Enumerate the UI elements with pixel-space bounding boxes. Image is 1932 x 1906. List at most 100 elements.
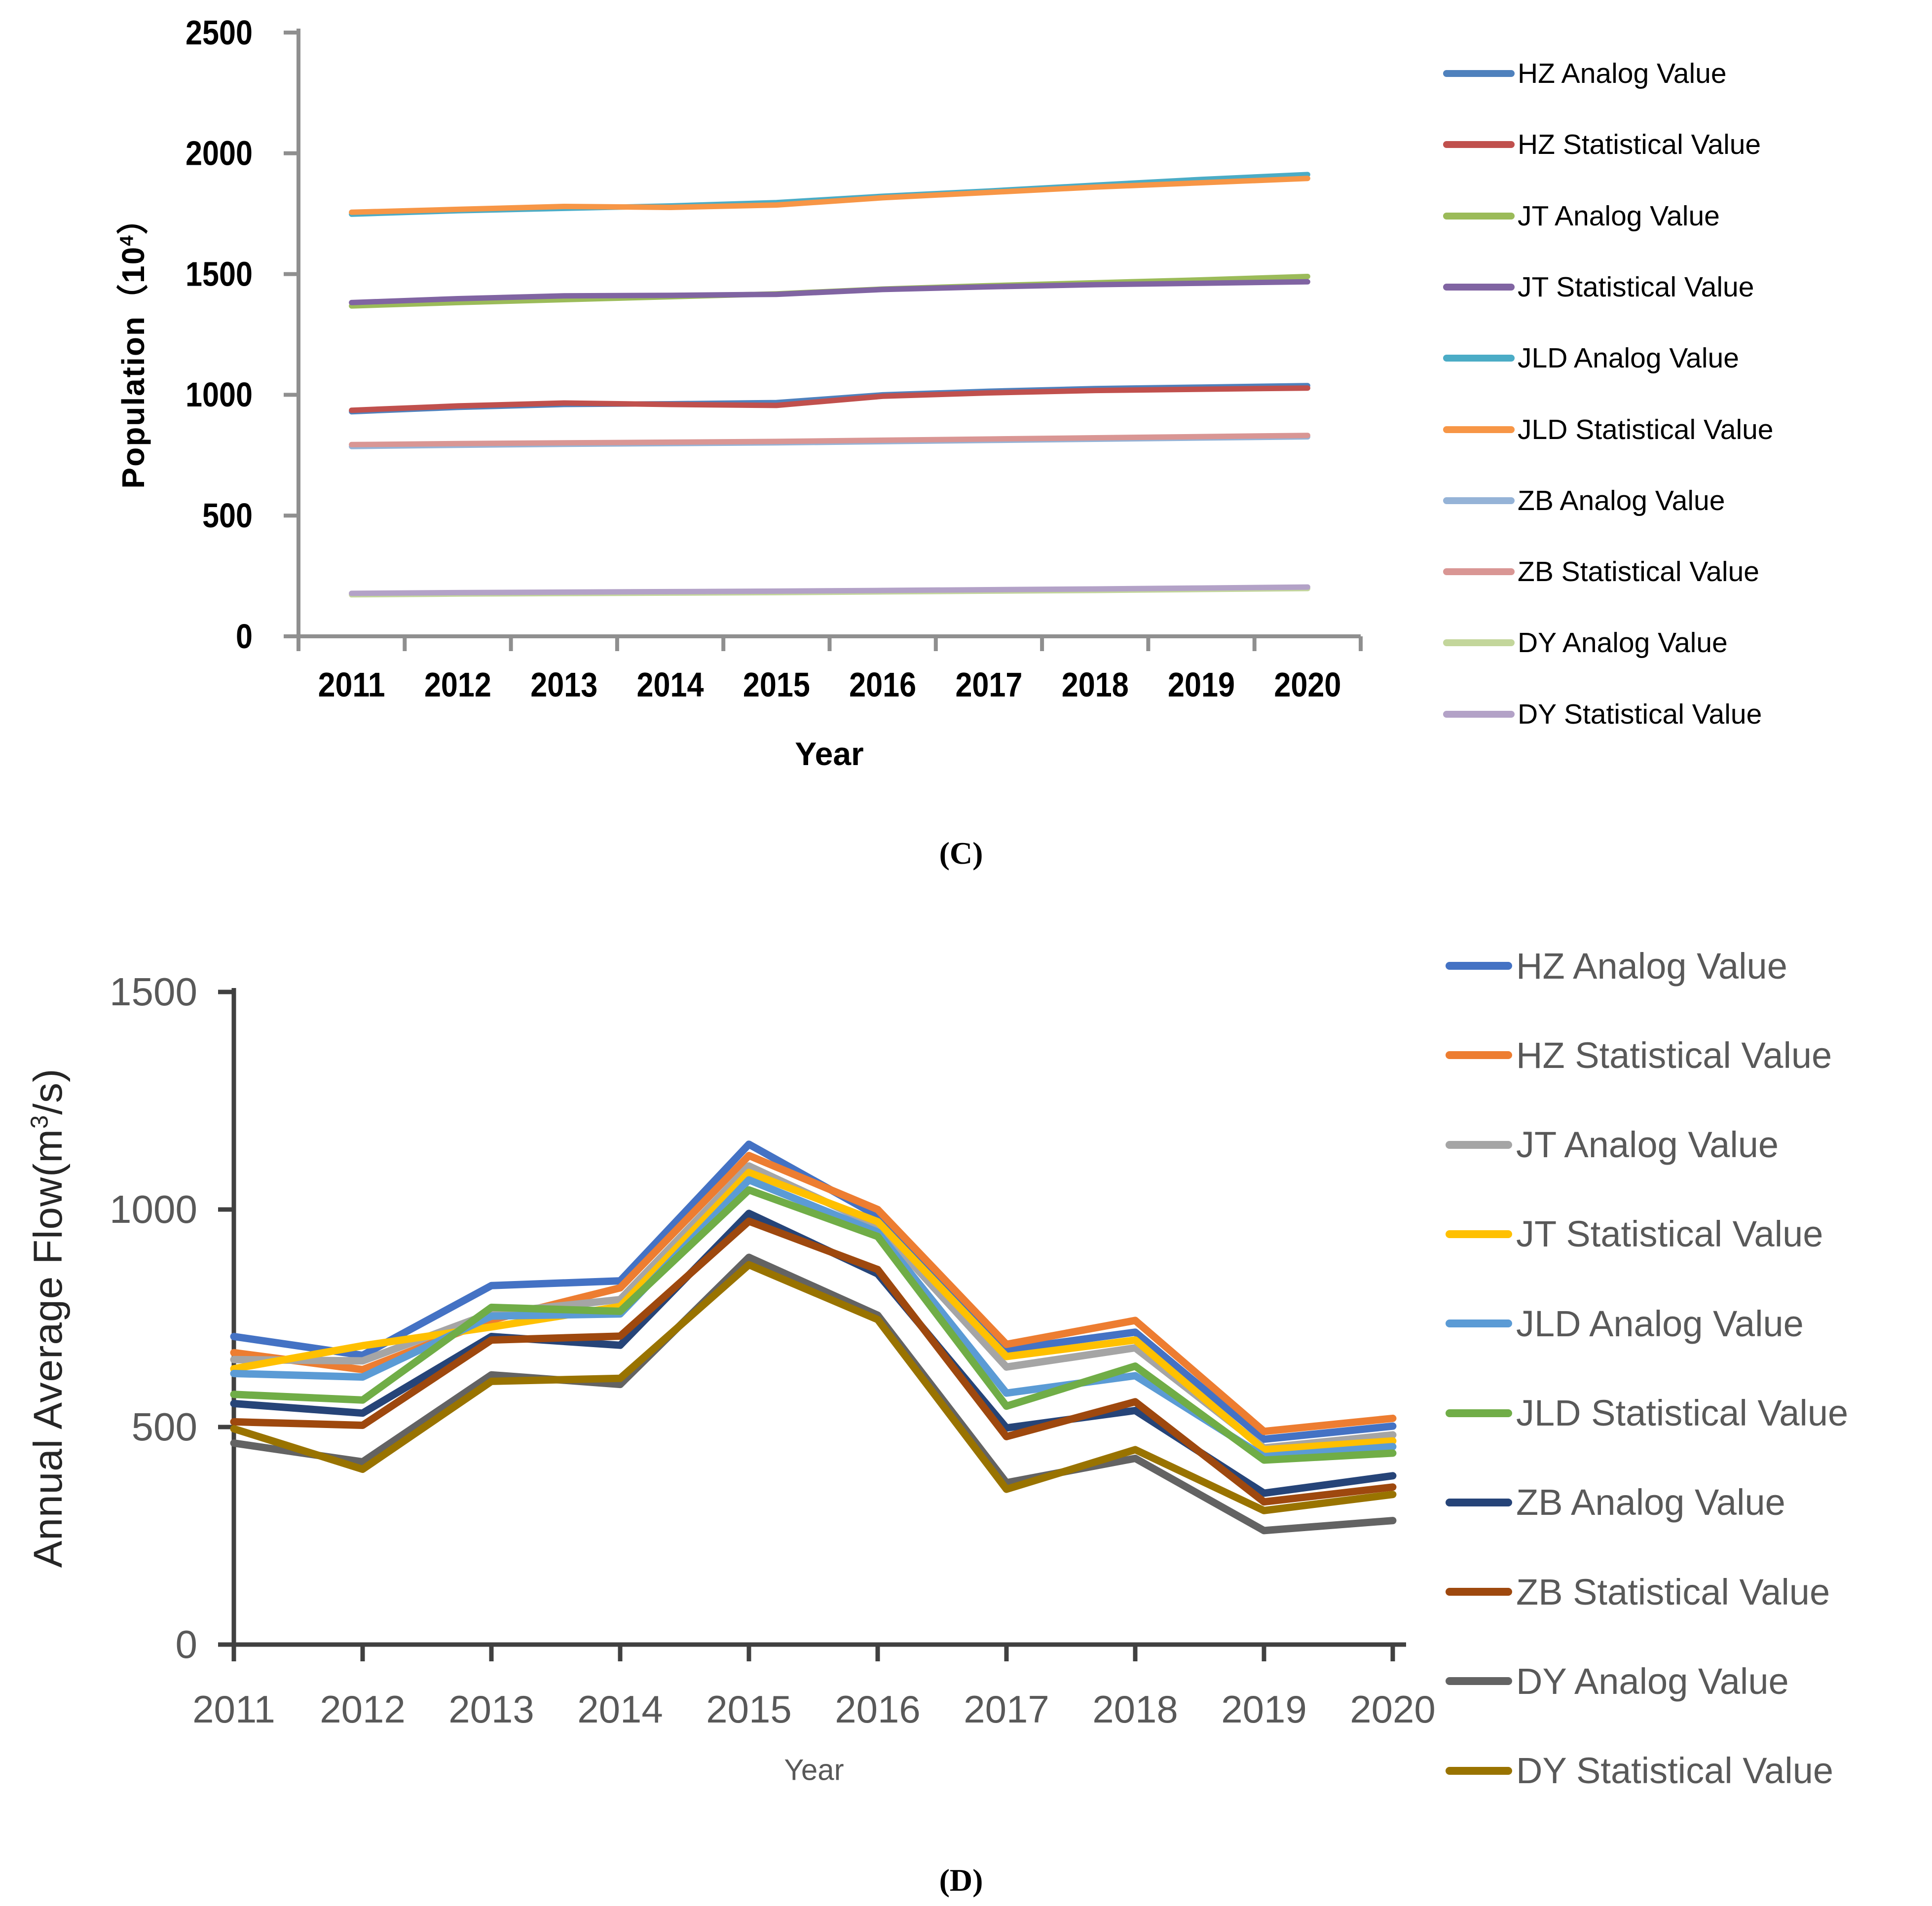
chart-c: 0 500 1000 1500 2000 2500 2011 2012 2013 2014 2015… <box>186 13 1363 704</box>
legend-label: DY Statistical Value <box>1518 698 1762 730</box>
legend-line-swatch <box>1446 1677 1512 1686</box>
legend-item-jt-analog-value: JT Analog Value <box>1443 194 1720 238</box>
y-tick-label: 1500 <box>110 970 197 1014</box>
legend-line-swatch <box>1443 355 1515 362</box>
legend-label: HZ Statistical Value <box>1516 1034 1832 1076</box>
y-tick-label: 1500 <box>186 255 253 293</box>
series-line-hz-statistical-value <box>349 385 1310 413</box>
chart-c-x-axis-title: Year <box>795 735 864 772</box>
x-tick-label: 2020 <box>1274 665 1341 704</box>
legend-line-swatch <box>1443 212 1515 220</box>
legend-line-swatch <box>1446 1140 1512 1149</box>
legend-item-dy-analog-value: DY Analog Value <box>1446 1659 1789 1703</box>
chart-c-y-title-text: Population（10 <box>115 246 151 489</box>
x-tick-label: 2019 <box>1221 1687 1307 1731</box>
legend-label: JT Analog Value <box>1516 1124 1779 1166</box>
legend-label: JT Statistical Value <box>1518 271 1754 303</box>
legend-item-zb-analog-value: ZB Analog Value <box>1443 478 1725 523</box>
legend-line-swatch <box>1446 1230 1512 1238</box>
legend-label: JLD Statistical Value <box>1518 413 1774 445</box>
legend-line-swatch <box>1443 497 1515 504</box>
legend-label: ZB Analog Value <box>1516 1482 1785 1523</box>
x-tick-label: 2013 <box>448 1687 534 1731</box>
legend-label: ZB Statistical Value <box>1516 1571 1830 1613</box>
x-tick-label: 2014 <box>637 665 704 704</box>
y-tick-label: 500 <box>202 496 253 535</box>
legend-line-swatch <box>1443 70 1515 77</box>
chart-d-y-title-sup: 3 <box>26 1114 53 1129</box>
legend-line-swatch <box>1446 1588 1512 1596</box>
legend-item-hz-analog-value: HZ Analog Value <box>1443 51 1727 96</box>
legend-line-swatch <box>1443 426 1515 433</box>
legend-item-zb-statistical-value: ZB Statistical Value <box>1443 550 1759 594</box>
y-tick-label: 0 <box>236 617 253 656</box>
series-line-jld-statistical-value <box>349 176 1310 215</box>
legend-item-jld-statistical-value: JLD Statistical Value <box>1443 407 1774 452</box>
legend-line-swatch <box>1446 1051 1512 1060</box>
series-line-dy-statistical-value <box>349 584 1310 596</box>
legend-label: JLD Statistical Value <box>1516 1393 1849 1433</box>
legend-line-swatch <box>1446 1766 1512 1775</box>
legend-line-swatch <box>1446 1498 1512 1506</box>
chart-c-y-axis-title: Population（104） <box>108 202 153 488</box>
chart-d-y-title-suffix: /s) <box>26 1068 71 1115</box>
x-tick-label: 2019 <box>1168 665 1235 704</box>
x-tick-label: 2016 <box>835 1687 921 1731</box>
series-line-jt-statistical-value <box>349 279 1310 305</box>
y-tick-label: 1000 <box>110 1187 197 1231</box>
legend-label: ZB Analog Value <box>1518 484 1725 516</box>
series-line-dy-analog-value <box>230 1253 1397 1535</box>
legend-label: HZ Analog Value <box>1516 945 1787 987</box>
caption-d: (D) <box>939 1863 983 1898</box>
y-tick-label: 1000 <box>186 375 253 414</box>
legend-line-swatch <box>1443 141 1515 148</box>
series-line-dy-statistical-value <box>230 1261 1397 1514</box>
series-line-zb-statistical-value <box>230 1217 1397 1506</box>
x-tick-label: 2016 <box>849 665 916 704</box>
x-tick-label: 2017 <box>964 1687 1049 1731</box>
legend-item-dy-statistical-value: DY Statistical Value <box>1446 1749 1833 1793</box>
legend-item-jt-statistical-value: JT Statistical Value <box>1446 1212 1823 1256</box>
series-line-jt-statistical-value <box>230 1169 1397 1454</box>
legend-item-jld-analog-value: JLD Analog Value <box>1443 336 1739 380</box>
y-tick-label: 2500 <box>186 13 253 52</box>
legend-label: JT Analog Value <box>1518 200 1720 232</box>
x-tick-label: 2011 <box>192 1687 275 1731</box>
legend-item-zb-analog-value: ZB Analog Value <box>1446 1480 1785 1525</box>
legend-item-hz-statistical-value: HZ Statistical Value <box>1446 1033 1832 1077</box>
x-tick-label: 2013 <box>530 665 597 704</box>
legend-label: DY Statistical Value <box>1516 1750 1834 1792</box>
legend-label: JT Statistical Value <box>1516 1213 1823 1255</box>
legend-label: JLD Analog Value <box>1518 342 1739 374</box>
x-tick-label: 2015 <box>743 665 810 704</box>
legend-line-swatch <box>1443 639 1515 647</box>
caption-c: (C) <box>939 836 983 871</box>
legend-label: ZB Statistical Value <box>1518 556 1759 588</box>
y-tick-label: 0 <box>176 1622 198 1666</box>
y-tick-label: 500 <box>132 1405 197 1449</box>
chart-c-y-title-suffix: ） <box>115 202 151 235</box>
x-tick-label: 2020 <box>1350 1687 1436 1731</box>
legend-label: HZ Analog Value <box>1518 58 1727 89</box>
legend-line-swatch <box>1443 283 1515 291</box>
y-tick-label: 2000 <box>186 134 253 173</box>
x-tick-label: 2015 <box>706 1687 792 1731</box>
legend-label: JLD Analog Value <box>1516 1303 1804 1344</box>
x-tick-label: 2012 <box>424 665 491 704</box>
x-tick-label: 2018 <box>1092 1687 1178 1731</box>
chart-d-x-axis-title: Year <box>784 1753 844 1787</box>
x-tick-label: 2018 <box>1062 665 1129 704</box>
legend-label: DY Analog Value <box>1516 1660 1789 1702</box>
legend-label: DY Analog Value <box>1518 627 1728 659</box>
legend-item-dy-analog-value: DY Analog Value <box>1443 621 1728 665</box>
legend-line-swatch <box>1443 568 1515 576</box>
legend-line-swatch <box>1443 710 1515 718</box>
legend-item-jld-statistical-value: JLD Statistical Value <box>1446 1391 1848 1435</box>
series-line-zb-statistical-value <box>349 433 1310 447</box>
legend-item-hz-analog-value: HZ Analog Value <box>1446 944 1787 988</box>
legend-line-swatch <box>1446 1409 1512 1417</box>
legend-item-jt-statistical-value: JT Statistical Value <box>1443 265 1754 309</box>
x-tick-label: 2011 <box>318 665 385 704</box>
